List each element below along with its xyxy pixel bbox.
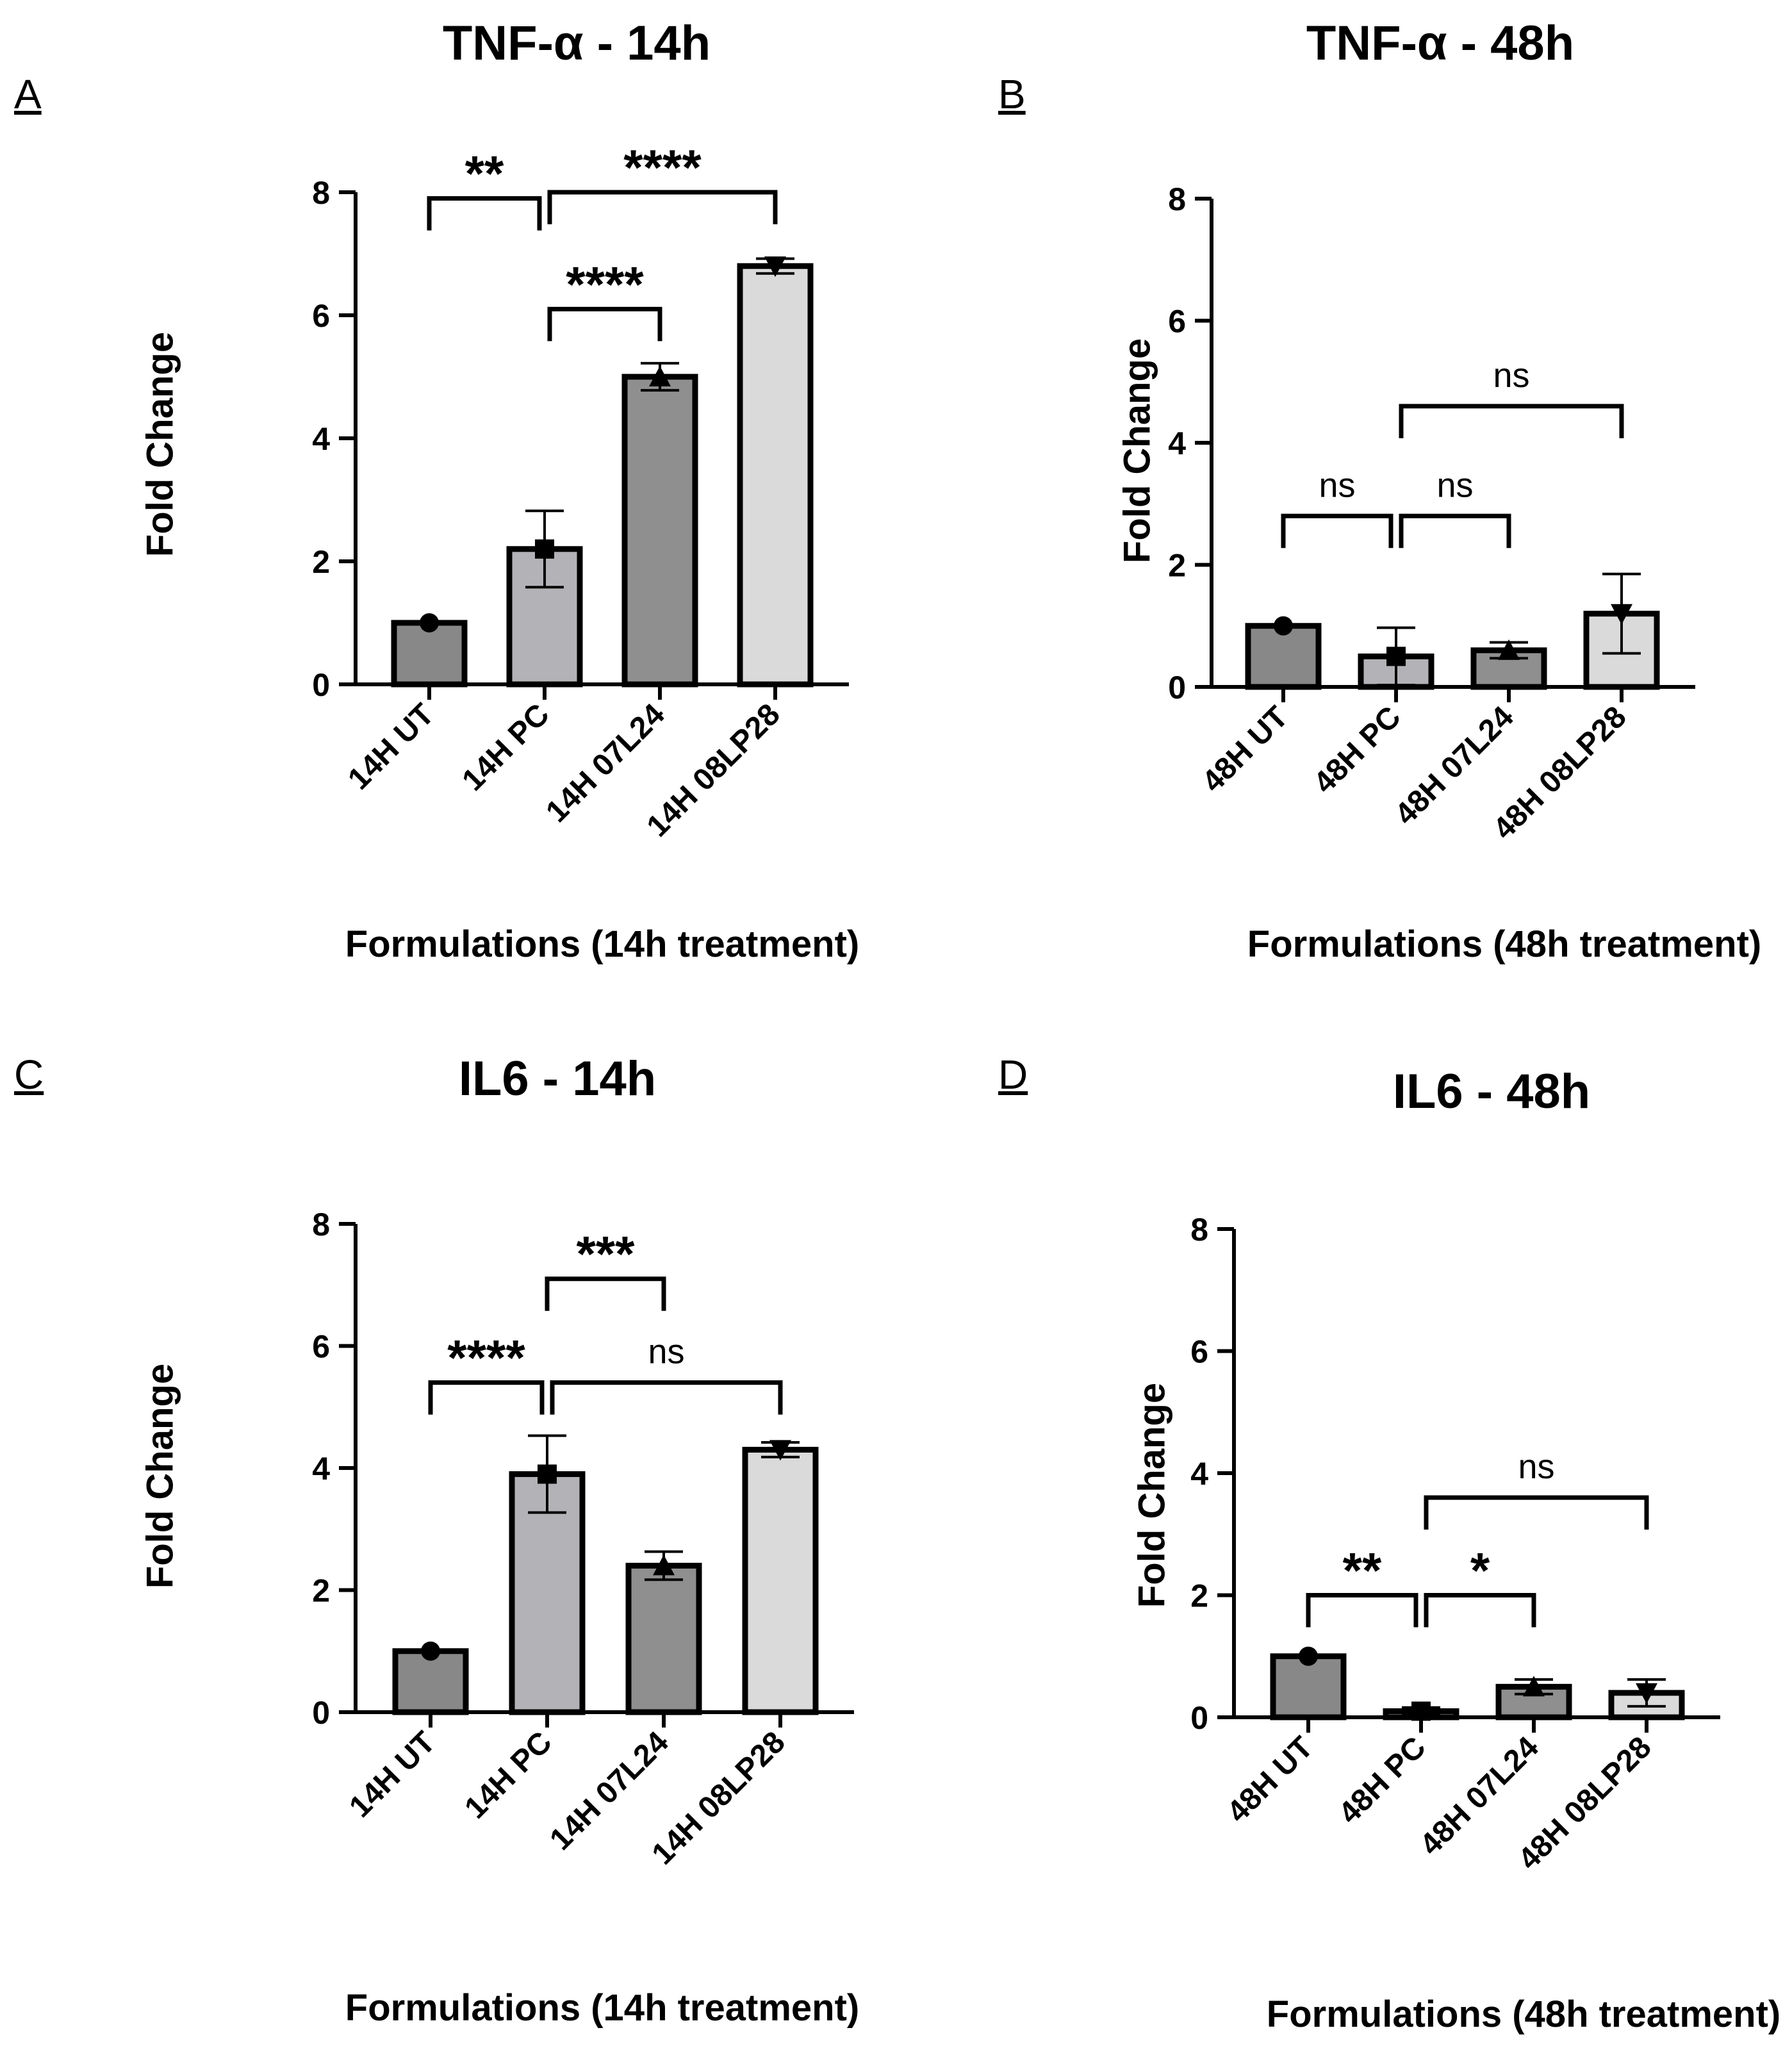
significance-bracket-d-2 <box>1424 1495 1649 1530</box>
significance-label-d-1: * <box>1470 1542 1490 1599</box>
chart-panel-a: A TNF-α - 14h Fold Change Formulations (… <box>0 0 884 1000</box>
data-point-d-0 <box>1299 1646 1318 1666</box>
chart-title-c: IL6 - 14h <box>458 1052 657 1106</box>
data-point-a-2 <box>649 366 671 386</box>
y-tick-label-d-2: 4 <box>1190 1456 1208 1492</box>
y-tick-label-c-2: 4 <box>312 1451 330 1487</box>
y-tick-label-a-1: 2 <box>312 544 330 580</box>
panel-letter-d: D <box>998 1052 1028 1098</box>
significance-label-a-2: **** <box>566 256 644 312</box>
data-point-a-3 <box>764 256 786 277</box>
y-tick-label-c-3: 6 <box>312 1329 330 1365</box>
x-axis-label-c: Formulations (14h treatment) <box>345 1987 860 2029</box>
significance-bracket-b-1 <box>1399 513 1511 549</box>
data-point-a-1 <box>535 539 554 559</box>
significance-bracket-d-0 <box>1306 1593 1418 1628</box>
y-tick-label-a-4: 8 <box>312 175 330 211</box>
significance-bracket-c-1 <box>428 1380 545 1415</box>
y-tick-label-a-3: 6 <box>312 298 330 334</box>
significance-bracket-c-0 <box>545 1276 666 1311</box>
significance-bracket-b-0 <box>1281 513 1393 549</box>
x-tick-label-b-0: 48H UT <box>1196 700 1294 798</box>
significance-label-d-0: ** <box>1343 1542 1382 1599</box>
x-tick-label-c-1: 14H PC <box>458 1725 558 1825</box>
bar-c-0 <box>392 1648 469 1715</box>
significance-label-b-1: ns <box>1436 466 1473 504</box>
significance-label-c-0: *** <box>576 1226 635 1282</box>
x-tick-label-a-1: 14H PC <box>456 697 555 797</box>
significance-bracket-a-0 <box>427 196 542 231</box>
y-tick-label-c-0: 0 <box>312 1695 330 1731</box>
y-tick-label-b-0: 0 <box>1168 670 1186 705</box>
data-point-c-0 <box>421 1641 440 1661</box>
y-tick-label-d-1: 2 <box>1190 1578 1208 1614</box>
chart-panel-b: B TNF-α - 48h Fold Change Formulations (… <box>896 0 1780 1000</box>
significance-bracket-c-2 <box>550 1380 783 1415</box>
significance-label-b-2: ns <box>1493 356 1529 395</box>
x-axis-label-b: Formulations (48h treatment) <box>1247 923 1762 965</box>
x-tick-label-c-0: 14H UT <box>343 1725 441 1824</box>
y-tick-label-a-0: 0 <box>312 667 330 703</box>
bar-a-3 <box>737 263 814 688</box>
data-point-d-3 <box>1636 1683 1657 1704</box>
significance-label-d-2: ns <box>1518 1448 1554 1486</box>
data-point-d-2 <box>1523 1676 1545 1697</box>
y-tick-label-c-1: 2 <box>312 1573 330 1609</box>
bar-a-1 <box>506 546 583 688</box>
panel-letter-a: A <box>14 71 42 117</box>
bar-c-2 <box>625 1562 702 1715</box>
chart-title-d: IL6 - 48h <box>1392 1064 1591 1119</box>
x-axis-label-a: Formulations (14h treatment) <box>345 923 860 965</box>
y-tick-label-a-2: 4 <box>312 421 330 457</box>
y-tick-label-d-3: 6 <box>1190 1334 1208 1370</box>
chart-title-b: TNF-α - 48h <box>1306 16 1575 70</box>
significance-label-c-2: ns <box>648 1333 684 1371</box>
bar-a-2 <box>621 374 698 688</box>
significance-bracket-b-2 <box>1399 404 1624 438</box>
significance-label-a-0: ** <box>465 145 504 202</box>
x-tick-label-d-1: 48H PC <box>1332 1730 1432 1830</box>
panel-letter-b: B <box>998 71 1026 117</box>
y-tick-label-c-4: 8 <box>312 1207 330 1242</box>
data-point-a-0 <box>420 613 439 632</box>
data-point-c-1 <box>538 1464 557 1484</box>
significance-bracket-a-2 <box>547 306 662 342</box>
significance-label-c-1: **** <box>447 1330 525 1386</box>
data-point-b-0 <box>1274 616 1293 636</box>
significance-bracket-a-1 <box>547 190 778 224</box>
x-tick-label-b-1: 48H PC <box>1307 700 1407 800</box>
chart-panel-d: D IL6 - 48h Fold Change Formulations (48… <box>896 1025 1780 2035</box>
y-tick-label-b-3: 6 <box>1168 304 1186 340</box>
y-tick-label-b-4: 8 <box>1168 181 1186 217</box>
data-point-b-1 <box>1386 647 1406 666</box>
x-tick-label-d-0: 48H UT <box>1221 1730 1319 1829</box>
panel-letter-c: C <box>14 1052 44 1098</box>
x-tick-label-a-0: 14H UT <box>341 697 440 796</box>
y-tick-label-b-1: 2 <box>1168 548 1186 584</box>
y-tick-label-d-4: 8 <box>1190 1212 1208 1248</box>
significance-bracket-d-1 <box>1424 1593 1536 1628</box>
x-axis-label-d: Formulations (48h treatment) <box>1266 1993 1781 2035</box>
y-tick-label-d-0: 0 <box>1190 1700 1208 1736</box>
data-point-b-2 <box>1498 639 1520 660</box>
y-tick-label-b-2: 4 <box>1168 425 1186 461</box>
data-point-b-3 <box>1611 604 1632 625</box>
data-point-c-3 <box>769 1440 791 1461</box>
data-point-c-2 <box>653 1555 675 1576</box>
chart-panel-c: C IL6 - 14h Fold Change Formulations (14… <box>0 1025 884 2029</box>
bar-c-3 <box>742 1446 819 1715</box>
significance-label-a-1: **** <box>623 139 702 195</box>
significance-label-b-0: ns <box>1319 466 1355 504</box>
chart-title-a: TNF-α - 14h <box>442 16 711 70</box>
